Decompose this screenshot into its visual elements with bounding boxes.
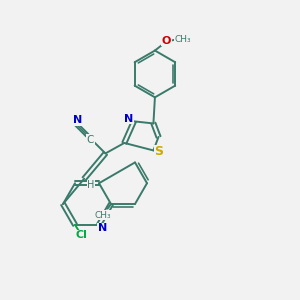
Text: N: N — [124, 114, 133, 124]
Text: H: H — [87, 180, 94, 190]
Text: O: O — [162, 36, 171, 46]
Text: N: N — [73, 115, 82, 125]
Text: N: N — [98, 224, 107, 233]
Text: S: S — [154, 146, 163, 158]
Text: Cl: Cl — [76, 230, 88, 240]
Text: CH₃: CH₃ — [175, 35, 191, 44]
Text: C: C — [87, 135, 94, 145]
Text: CH₃: CH₃ — [94, 211, 111, 220]
